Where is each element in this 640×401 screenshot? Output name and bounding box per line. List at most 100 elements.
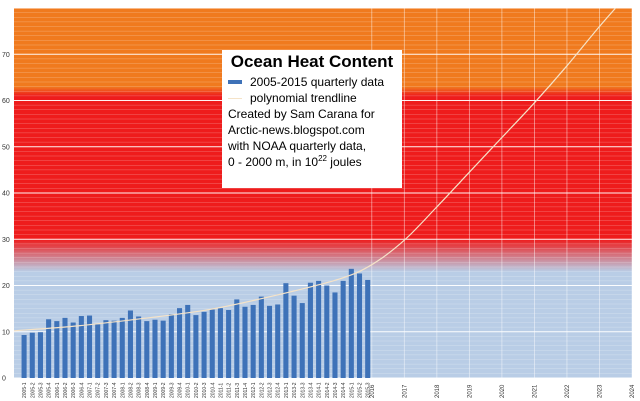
x-tick-label-quarter: 2008-3	[137, 382, 143, 398]
x-tick-label-quarter: 2006-2	[63, 382, 69, 398]
data-bar	[29, 332, 35, 378]
data-bar	[348, 268, 354, 378]
y-tick-label: 20	[2, 283, 10, 290]
x-tick-label-quarter: 2005-1	[22, 382, 28, 398]
y-tick-label: 50	[2, 144, 10, 151]
data-bar	[275, 304, 281, 378]
data-bar	[136, 316, 142, 378]
x-axis-tick-labels: 2005-1 2005-2 2005-3 2005-4 2006-1 2006-2 2006…	[22, 382, 636, 398]
x-tick-label-quarter: 2006-3	[71, 382, 77, 398]
data-bar	[332, 292, 338, 378]
chart-title: Ocean Heat Content	[230, 52, 394, 71]
data-bar	[340, 280, 346, 379]
x-tick-label-year: 2020	[500, 384, 506, 398]
x-tick-label-quarter: 2009-1	[153, 382, 159, 398]
x-tick-label-quarter: 2014-4	[341, 382, 347, 398]
data-bar	[160, 320, 166, 378]
y-axis-tick-labels: 0 10 20 30 40 50 60 70	[2, 52, 10, 383]
data-bar	[152, 319, 158, 378]
legend-entry-trendline: polynomial trendline	[228, 90, 396, 106]
data-bar	[111, 320, 117, 378]
data-bar	[119, 317, 125, 379]
x-tick-label-quarter: 2007-4	[112, 382, 118, 398]
data-bar	[283, 283, 289, 378]
data-bar	[209, 309, 215, 378]
x-tick-label-quarter: 2005-2	[30, 382, 36, 398]
x-tick-label-year: 2017	[402, 384, 408, 398]
credit-line-3: with NOAA quarterly data,	[228, 139, 367, 153]
data-bar	[21, 334, 27, 378]
data-bar	[46, 319, 52, 378]
legend-entry-bars: 2005-2015 quarterly data	[228, 74, 396, 90]
x-tick-label-quarter: 2013-2	[292, 382, 298, 398]
x-tick-label-quarter: 2011-1	[218, 383, 224, 398]
y-tick-label: 10	[2, 329, 10, 336]
data-bar	[78, 316, 84, 378]
data-bar	[258, 296, 264, 378]
x-tick-label-quarter: 2008-1	[120, 382, 126, 398]
credit-line-2: Arctic-news.blogspot.com	[228, 123, 365, 137]
data-bar	[54, 321, 60, 378]
data-bar	[37, 332, 43, 378]
data-bar	[95, 324, 101, 378]
x-tick-label-quarter: 2013-1	[284, 382, 290, 398]
x-tick-label-quarter: 2007-1	[88, 382, 94, 398]
data-bar	[87, 315, 93, 378]
horizontal-gridlines	[14, 7, 632, 379]
x-tick-label-quarter: 2010-3	[202, 382, 208, 398]
data-bar	[291, 295, 297, 378]
chart-legend-box: Ocean Heat Content 2005-2015 quarterly d…	[222, 50, 402, 188]
x-tick-label-quarter: 2015-1	[349, 382, 355, 398]
y-tick-label: 60	[2, 98, 10, 105]
x-tick-label-quarter: 2014-3	[333, 382, 339, 398]
data-bar	[193, 315, 199, 378]
x-tick-label-quarter: 2008-2	[128, 382, 134, 398]
x-tick-label-quarter: 2014-1	[317, 382, 323, 398]
data-bar	[103, 320, 109, 378]
data-bar	[127, 310, 133, 378]
legend-label-bars: 2005-2015 quarterly data	[250, 75, 385, 89]
x-tick-label-quarter: 2006-4	[79, 382, 85, 398]
x-tick-label-quarter: 2009-4	[178, 382, 184, 398]
units-exponent: 22	[318, 154, 327, 163]
data-bar	[177, 308, 183, 378]
data-bar	[234, 299, 240, 379]
x-tick-label-quarter: 2007-3	[104, 382, 110, 398]
x-tick-label-year: 2016	[370, 384, 376, 398]
y-tick-label: 0	[2, 376, 6, 383]
data-bar	[70, 322, 76, 378]
x-tick-label-quarter: 2005-3	[38, 382, 44, 398]
x-tick-label-quarter: 2009-3	[169, 382, 175, 398]
data-bar	[62, 317, 68, 379]
data-bar	[266, 305, 273, 378]
x-tick-label-year: 2023	[597, 384, 603, 398]
x-tick-label-year: 2021	[532, 384, 538, 398]
legend-line-swatch	[228, 97, 242, 99]
data-bar	[307, 282, 313, 378]
data-bar	[365, 279, 371, 378]
x-tick-label-quarter: 2011-4	[243, 383, 249, 398]
x-tick-label-quarter: 2013-3	[300, 382, 306, 398]
y-tick-label: 70	[2, 52, 10, 59]
data-bar	[299, 303, 305, 378]
x-tick-label-quarter: 2015-3	[366, 382, 372, 398]
y-tick-label: 40	[2, 191, 10, 198]
data-bar	[217, 308, 223, 378]
x-tick-label-quarter: 2010-2	[194, 382, 200, 398]
data-bar	[226, 310, 232, 378]
x-tick-label-quarter: 2015-2	[358, 382, 364, 398]
data-bar	[242, 306, 248, 378]
legend-bar-swatch	[228, 80, 242, 84]
legend-label-trendline: polynomial trendline	[250, 91, 357, 105]
x-tick-label-quarter: 2013-4	[308, 382, 314, 398]
x-tick-label-quarter: 2009-2	[161, 382, 167, 398]
data-bar	[250, 304, 256, 378]
x-tick-label-quarter: 2012-3	[268, 382, 274, 398]
x-tick-label-quarter: 2012-2	[259, 382, 265, 398]
x-tick-label-quarter: 2012-1	[251, 382, 257, 398]
x-tick-label-quarter: 2006-1	[55, 382, 61, 398]
y-tick-label: 30	[2, 237, 10, 244]
x-tick-label-quarter: 2005-4	[47, 382, 53, 398]
x-tick-label-quarter: 2011-3	[235, 383, 241, 398]
